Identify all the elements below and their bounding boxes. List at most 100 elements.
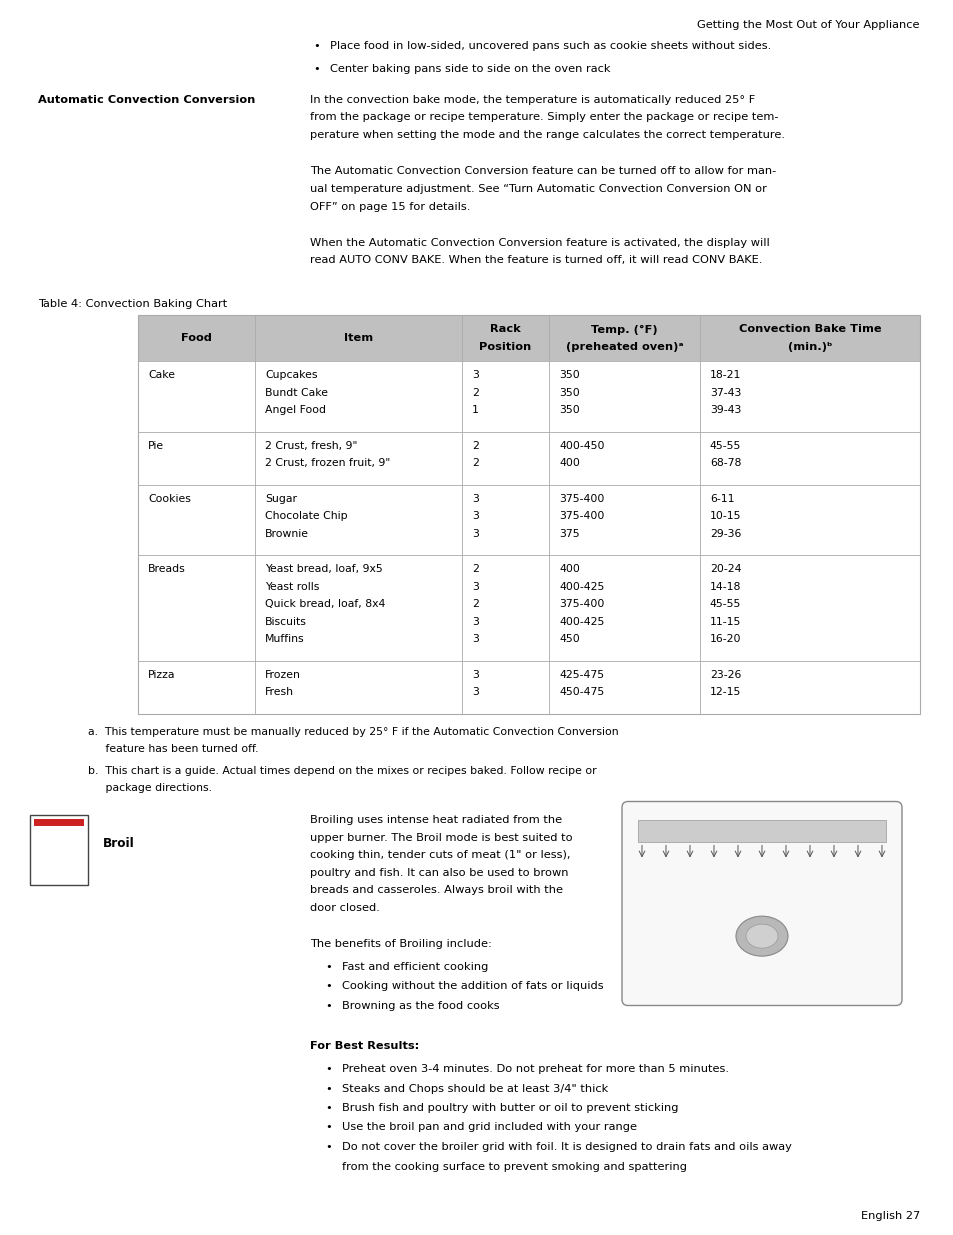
Text: 2: 2 — [472, 388, 478, 398]
Text: •: • — [325, 1142, 332, 1152]
Text: Yeast rolls: Yeast rolls — [265, 582, 319, 592]
Text: 23-26: 23-26 — [709, 671, 740, 680]
Text: For Best Results:: For Best Results: — [310, 1041, 418, 1051]
Text: 2: 2 — [472, 458, 478, 468]
Text: •: • — [325, 1103, 332, 1113]
Text: ual temperature adjustment. See “Turn Automatic Convection Conversion ON or: ual temperature adjustment. See “Turn Au… — [310, 184, 766, 194]
Text: perature when setting the mode and the range calculates the correct temperature.: perature when setting the mode and the r… — [310, 130, 784, 140]
Text: •: • — [313, 64, 319, 74]
Text: breads and casseroles. Always broil with the: breads and casseroles. Always broil with… — [310, 885, 562, 895]
Text: 20-24: 20-24 — [709, 564, 740, 574]
Text: 3: 3 — [472, 635, 478, 645]
Text: 3: 3 — [472, 511, 478, 521]
Text: Angel Food: Angel Food — [265, 405, 326, 415]
Text: 3: 3 — [472, 688, 478, 698]
Text: Temp. (°F): Temp. (°F) — [591, 325, 658, 335]
Text: 11-15: 11-15 — [709, 618, 740, 627]
Text: Preheat oven 3-4 minutes. Do not preheat for more than 5 minutes.: Preheat oven 3-4 minutes. Do not preheat… — [341, 1065, 728, 1074]
Text: poultry and fish. It can also be used to brown: poultry and fish. It can also be used to… — [310, 868, 568, 878]
Text: When the Automatic Convection Conversion feature is activated, the display will: When the Automatic Convection Conversion… — [310, 238, 769, 248]
Text: 450: 450 — [558, 635, 579, 645]
Text: Muffins: Muffins — [265, 635, 305, 645]
Text: Cake: Cake — [148, 370, 174, 380]
Text: Center baking pans side to side on the oven rack: Center baking pans side to side on the o… — [330, 64, 610, 74]
Text: Yeast bread, loaf, 9x5: Yeast bread, loaf, 9x5 — [265, 564, 383, 574]
Text: door closed.: door closed. — [310, 903, 379, 913]
Text: 2 Crust, fresh, 9": 2 Crust, fresh, 9" — [265, 441, 357, 451]
Text: •: • — [325, 1065, 332, 1074]
Text: Fresh: Fresh — [265, 688, 294, 698]
Text: The Automatic Convection Conversion feature can be turned off to allow for man-: The Automatic Convection Conversion feat… — [310, 167, 776, 177]
Text: 400-425: 400-425 — [558, 582, 604, 592]
Text: 450-475: 450-475 — [558, 688, 603, 698]
Bar — [138, 315, 919, 362]
Text: Position: Position — [479, 342, 531, 352]
Text: Cooking without the addition of fats or liquids: Cooking without the addition of fats or … — [341, 982, 603, 992]
Text: •: • — [325, 1123, 332, 1132]
Text: 375-400: 375-400 — [558, 511, 604, 521]
Text: 400-425: 400-425 — [558, 618, 604, 627]
Text: 45-55: 45-55 — [709, 599, 740, 610]
Text: (min.)ᵇ: (min.)ᵇ — [787, 342, 831, 352]
Text: (preheated oven)ᵃ: (preheated oven)ᵃ — [565, 342, 682, 352]
Text: feature has been turned off.: feature has been turned off. — [88, 745, 258, 755]
Ellipse shape — [735, 916, 787, 956]
Text: 350: 350 — [558, 405, 579, 415]
Bar — [34, 820, 84, 826]
Text: b.  This chart is a guide. Actual times depend on the mixes or recipes baked. Fo: b. This chart is a guide. Actual times d… — [88, 766, 596, 776]
Text: 375: 375 — [558, 529, 579, 538]
Text: 1: 1 — [472, 405, 478, 415]
Text: 3: 3 — [472, 582, 478, 592]
Text: 2: 2 — [472, 599, 478, 610]
Text: 16-20: 16-20 — [709, 635, 740, 645]
Text: Broil: Broil — [103, 837, 134, 851]
Text: Broiling uses intense heat radiated from the: Broiling uses intense heat radiated from… — [310, 815, 561, 825]
Text: Food: Food — [181, 333, 212, 343]
Text: Biscuits: Biscuits — [265, 618, 307, 627]
Text: 375-400: 375-400 — [558, 494, 604, 504]
Text: 12-15: 12-15 — [709, 688, 740, 698]
Text: Fast and efficient cooking: Fast and efficient cooking — [341, 962, 488, 972]
Bar — [638, 820, 885, 842]
Text: 400-450: 400-450 — [558, 441, 604, 451]
Text: 400: 400 — [558, 564, 579, 574]
Text: read AUTO CONV BAKE. When the feature is turned off, it will read CONV BAKE.: read AUTO CONV BAKE. When the feature is… — [310, 256, 761, 266]
Text: Bundt Cake: Bundt Cake — [265, 388, 328, 398]
Text: 2: 2 — [472, 441, 478, 451]
Text: Pie: Pie — [148, 441, 164, 451]
Text: 3: 3 — [472, 618, 478, 627]
Ellipse shape — [745, 924, 778, 948]
Text: 14-18: 14-18 — [709, 582, 740, 592]
Text: Brownie: Brownie — [265, 529, 309, 538]
Text: Cupcakes: Cupcakes — [265, 370, 317, 380]
Text: Quick bread, loaf, 8x4: Quick bread, loaf, 8x4 — [265, 599, 385, 610]
Text: 3: 3 — [472, 494, 478, 504]
Text: •: • — [313, 41, 319, 51]
Text: 18-21: 18-21 — [709, 370, 740, 380]
Text: 45-55: 45-55 — [709, 441, 740, 451]
Text: Cookies: Cookies — [148, 494, 191, 504]
FancyBboxPatch shape — [621, 802, 901, 1005]
Text: cooking thin, tender cuts of meat (1" or less),: cooking thin, tender cuts of meat (1" or… — [310, 851, 570, 861]
Text: Frozen: Frozen — [265, 671, 301, 680]
Text: Rack: Rack — [490, 325, 520, 335]
Text: •: • — [325, 962, 332, 972]
Text: 29-36: 29-36 — [709, 529, 740, 538]
Text: Use the broil pan and grid included with your range: Use the broil pan and grid included with… — [341, 1123, 637, 1132]
Bar — [138, 315, 919, 714]
Text: •: • — [325, 1083, 332, 1093]
Text: upper burner. The Broil mode is best suited to: upper burner. The Broil mode is best sui… — [310, 832, 572, 844]
Text: 375-400: 375-400 — [558, 599, 604, 610]
Text: 425-475: 425-475 — [558, 671, 603, 680]
Text: Place food in low-sided, uncovered pans such as cookie sheets without sides.: Place food in low-sided, uncovered pans … — [330, 41, 770, 51]
Text: OFF” on page 15 for details.: OFF” on page 15 for details. — [310, 201, 470, 211]
Text: •: • — [325, 982, 332, 992]
Text: Getting the Most Out of Your Appliance: Getting the Most Out of Your Appliance — [697, 20, 919, 30]
Text: Brush fish and poultry with butter or oil to prevent sticking: Brush fish and poultry with butter or oi… — [341, 1103, 678, 1113]
Text: Breads: Breads — [148, 564, 186, 574]
Text: In the convection bake mode, the temperature is automatically reduced 25° F: In the convection bake mode, the tempera… — [310, 95, 755, 105]
Text: 3: 3 — [472, 370, 478, 380]
Text: 39-43: 39-43 — [709, 405, 740, 415]
Text: a.  This temperature must be manually reduced by 25° F if the Automatic Convecti: a. This temperature must be manually red… — [88, 727, 618, 737]
Text: 3: 3 — [472, 671, 478, 680]
